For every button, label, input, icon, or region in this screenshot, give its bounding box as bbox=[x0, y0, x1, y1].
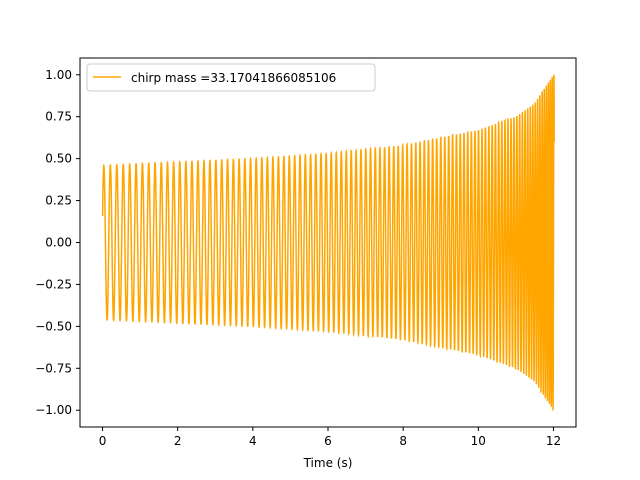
legend-label: chirp mass =33.17041866085106 bbox=[131, 71, 336, 85]
y-tick-label: 0.75 bbox=[45, 110, 72, 124]
y-axis: −1.00 −0.75 −0.50 −0.25 0.00 0.25 0.50 0.75 1.00 bbox=[35, 68, 80, 417]
x-tick-label: 0 bbox=[99, 434, 107, 448]
x-tick-label: 10 bbox=[471, 434, 486, 448]
y-tick-label: 0.50 bbox=[45, 152, 72, 166]
x-tick-label: 12 bbox=[546, 434, 561, 448]
series-layer bbox=[101, 74, 555, 412]
x-tick-label: 4 bbox=[249, 434, 257, 448]
plot-area bbox=[101, 74, 555, 412]
y-tick-label: −0.75 bbox=[35, 361, 72, 375]
y-tick-label: −1.00 bbox=[35, 403, 72, 417]
x-axis: 0 2 4 6 8 10 12 bbox=[99, 427, 561, 448]
x-tick-label: 2 bbox=[174, 434, 182, 448]
y-tick-label: −0.25 bbox=[35, 277, 72, 291]
x-axis-label: Time (s) bbox=[303, 456, 353, 470]
y-tick-label: 1.00 bbox=[45, 68, 72, 82]
x-tick-label: 8 bbox=[399, 434, 407, 448]
y-tick-label: 0.25 bbox=[45, 194, 72, 208]
y-tick-label: −0.50 bbox=[35, 319, 72, 333]
legend: chirp mass =33.17041866085106 bbox=[86, 63, 376, 92]
x-tick-label: 6 bbox=[324, 434, 332, 448]
legend-box bbox=[86, 63, 376, 92]
series-line-chirp bbox=[101, 74, 555, 412]
y-tick-label: 0.00 bbox=[45, 236, 72, 250]
